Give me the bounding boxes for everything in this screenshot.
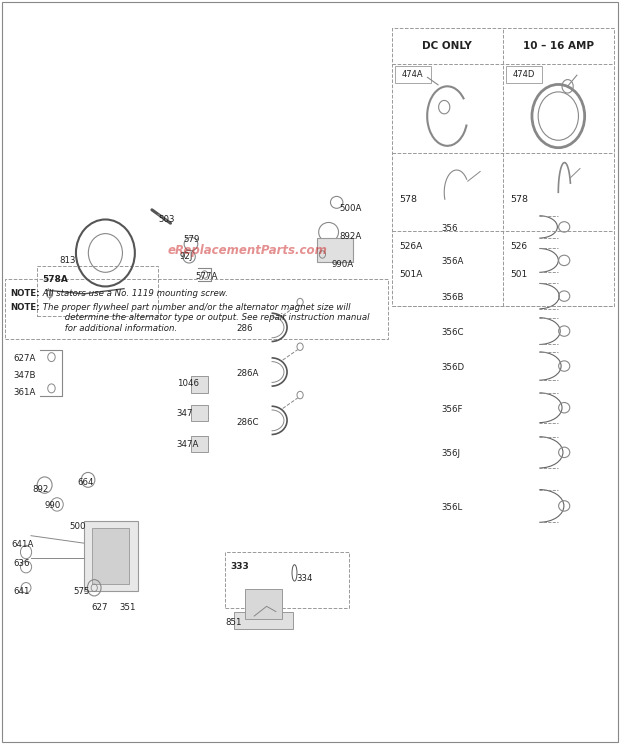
Bar	[191, 436, 208, 452]
Bar	[506, 66, 542, 83]
Text: 627: 627	[92, 603, 108, 612]
Bar	[84, 521, 138, 591]
Bar	[191, 376, 208, 393]
Text: 892A: 892A	[339, 232, 361, 241]
Bar	[191, 405, 208, 421]
Text: 356: 356	[441, 224, 458, 233]
Text: All stators use a No. 1119 mounting screw.: All stators use a No. 1119 mounting scre…	[40, 289, 228, 298]
Text: 356C: 356C	[441, 328, 464, 337]
Text: 1046: 1046	[177, 379, 198, 388]
Bar	[317, 238, 353, 262]
Bar	[234, 612, 293, 629]
Bar	[245, 589, 282, 619]
Text: 664: 664	[78, 478, 94, 487]
Text: 501: 501	[510, 270, 528, 279]
Text: 813: 813	[59, 256, 76, 265]
Text: 361A: 361A	[14, 388, 36, 397]
Text: 990A: 990A	[332, 260, 354, 269]
Text: The proper flywheel part number and/or the alternator magnet size will
         : The proper flywheel part number and/or t…	[40, 303, 369, 333]
Text: 356D: 356D	[441, 363, 464, 372]
Text: 851: 851	[225, 618, 242, 627]
Text: NOTE:: NOTE:	[10, 289, 40, 298]
Text: eReplacementParts.com: eReplacementParts.com	[168, 244, 328, 257]
Text: 286A: 286A	[237, 369, 259, 378]
Text: 575: 575	[73, 587, 90, 596]
Bar	[5, 279, 388, 339]
Text: 641A: 641A	[11, 540, 33, 549]
Text: 578A: 578A	[42, 275, 68, 284]
Text: 577A: 577A	[195, 272, 218, 281]
Text: 579: 579	[183, 235, 199, 244]
Bar	[37, 266, 158, 316]
Text: 356A: 356A	[441, 257, 464, 266]
Bar	[92, 528, 129, 584]
Text: 526A: 526A	[399, 242, 423, 251]
Text: 356B: 356B	[441, 293, 464, 302]
Text: 286: 286	[237, 324, 254, 333]
Text: 351: 351	[119, 603, 136, 612]
Text: 92J: 92J	[180, 252, 193, 261]
Text: DC ONLY: DC ONLY	[422, 41, 472, 51]
Bar	[392, 28, 614, 306]
Text: 474D: 474D	[513, 70, 535, 79]
Text: 526: 526	[510, 242, 528, 251]
Text: 636: 636	[14, 559, 30, 568]
Text: 578: 578	[510, 195, 528, 205]
Text: 990: 990	[45, 501, 61, 510]
Text: 474A: 474A	[402, 70, 423, 79]
Text: 356F: 356F	[441, 405, 463, 414]
Text: 627A: 627A	[14, 354, 36, 363]
Text: 286C: 286C	[237, 418, 259, 427]
Text: 356J: 356J	[441, 449, 461, 458]
Text: 347B: 347B	[14, 371, 36, 380]
Bar	[225, 552, 349, 608]
Bar	[395, 66, 431, 83]
Text: 347: 347	[177, 409, 193, 418]
Text: NOTE:: NOTE:	[10, 303, 40, 312]
Text: 500: 500	[69, 522, 86, 530]
Text: 356L: 356L	[441, 503, 463, 512]
Text: 641: 641	[14, 587, 30, 596]
Text: 334: 334	[296, 574, 313, 583]
Text: 500A: 500A	[340, 204, 362, 213]
Text: 503: 503	[158, 215, 175, 224]
Text: 10 – 16 AMP: 10 – 16 AMP	[523, 41, 594, 51]
Text: 501A: 501A	[399, 270, 423, 279]
Text: 892: 892	[32, 485, 48, 494]
Text: 347A: 347A	[177, 440, 199, 449]
Text: 578: 578	[399, 195, 417, 205]
Text: 333: 333	[230, 562, 249, 571]
